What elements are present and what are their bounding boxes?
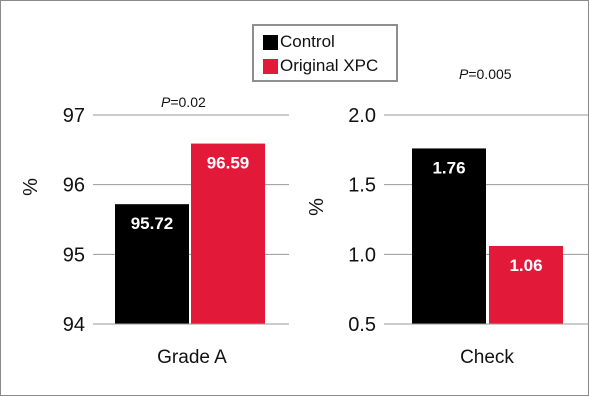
check-bar-original-xpc — [489, 245, 563, 324]
check-y-tick-label-0: 0.5 — [348, 314, 376, 336]
legend-swatch-control — [263, 34, 278, 50]
grade-a-p-value: P=0.02 — [161, 94, 206, 110]
grade-a-bar-original-xpc — [191, 143, 265, 324]
grade-a-y-axis-label: % — [20, 178, 42, 196]
check-p-value-number: =0.005 — [468, 66, 511, 82]
check-bar-value-control: 1.76 — [432, 158, 465, 177]
check-p-value-italic: P — [459, 66, 469, 82]
grade-a-p-value-number: =0.02 — [170, 94, 206, 110]
grade-a-bar-value-control: 95.72 — [131, 214, 174, 233]
check-category-label: Check — [460, 347, 514, 368]
grade-a-bar-control — [115, 204, 189, 324]
grade-a-bar-value-original-xpc: 96.59 — [207, 154, 250, 173]
legend-label-original-xpc: Original XPC — [280, 56, 379, 75]
grade-a-y-tick-label-1: 95 — [63, 244, 85, 266]
grade-a-y-tick-label-0: 94 — [63, 314, 85, 336]
check-bar-control — [412, 148, 486, 324]
grade-a-p-value-italic: P — [161, 94, 171, 110]
check-y-axis-label: % — [306, 198, 328, 216]
check-bar-value-original-xpc: 1.06 — [509, 256, 542, 275]
grade-a-y-tick-label-2: 96 — [63, 175, 85, 197]
legend-swatch-original-xpc — [263, 58, 278, 74]
legend-item-original-xpc: Original XPC — [263, 56, 378, 76]
check-y-tick-label-3: 2.0 — [348, 105, 376, 127]
legend-item-control: Control — [263, 32, 335, 52]
grade-a-y-tick-label-3: 97 — [63, 105, 85, 127]
grade-a-category-label: Grade A — [157, 347, 227, 368]
check-y-tick-label-2: 1.5 — [348, 175, 376, 197]
check-p-value: P=0.005 — [459, 66, 512, 82]
legend: Control Original XPC — [252, 24, 398, 82]
check-y-tick-label-1: 1.0 — [348, 244, 376, 266]
legend-label-control: Control — [280, 32, 335, 51]
